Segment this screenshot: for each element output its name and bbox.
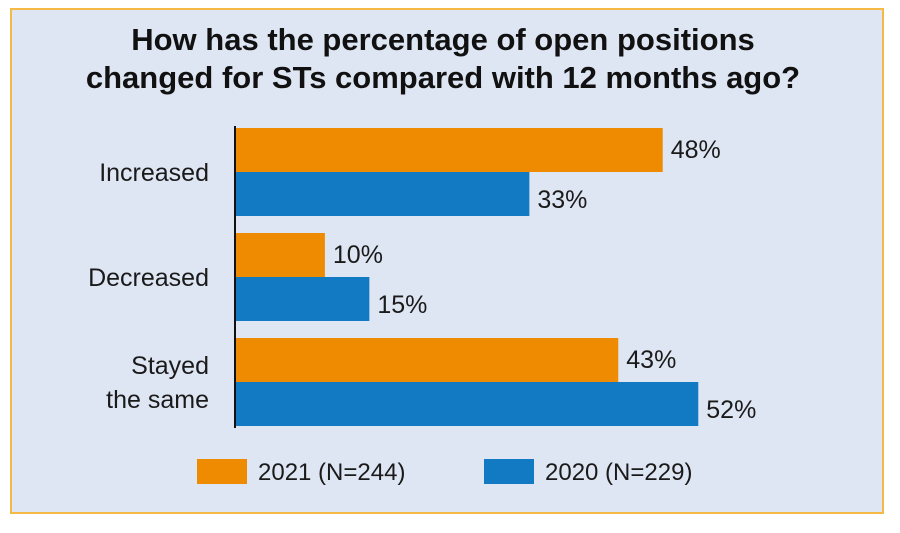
bars-layer <box>236 128 699 426</box>
category-label: Increased <box>99 159 209 187</box>
value-label: 10% <box>333 241 383 269</box>
bar-2021-0 <box>236 128 663 172</box>
value-label: 48% <box>671 136 721 164</box>
labels-layer: Increased 48% 33% Decreased 10% 15% Stayed the … <box>88 136 756 424</box>
chart-title-line-2: changed for STs compared with 12 months … <box>86 60 800 95</box>
bar-2021-2 <box>236 338 619 382</box>
category-label: Decreased <box>88 264 209 292</box>
value-label: 15% <box>377 291 427 319</box>
bar-2020-0 <box>236 172 530 216</box>
category-label: the same <box>106 386 209 414</box>
value-label: 52% <box>706 396 756 424</box>
category-label: Stayed <box>131 352 209 380</box>
bar-2021-1 <box>236 233 325 277</box>
value-label: 33% <box>537 186 587 214</box>
chart-frame <box>10 8 884 514</box>
value-label: 43% <box>626 346 676 374</box>
legend-swatch-2021 <box>197 459 247 484</box>
legend-label-2021: 2021 (N=244) <box>258 459 405 486</box>
legend-label-2020: 2020 (N=229) <box>545 459 692 486</box>
legend-swatch-2020 <box>484 459 534 484</box>
legend: 2021 (N=244) 2020 (N=229) <box>197 459 692 486</box>
chart-title-line-1: How has the percentage of open positions <box>131 22 755 57</box>
bar-2020-1 <box>236 277 370 321</box>
bar-2020-2 <box>236 382 699 426</box>
